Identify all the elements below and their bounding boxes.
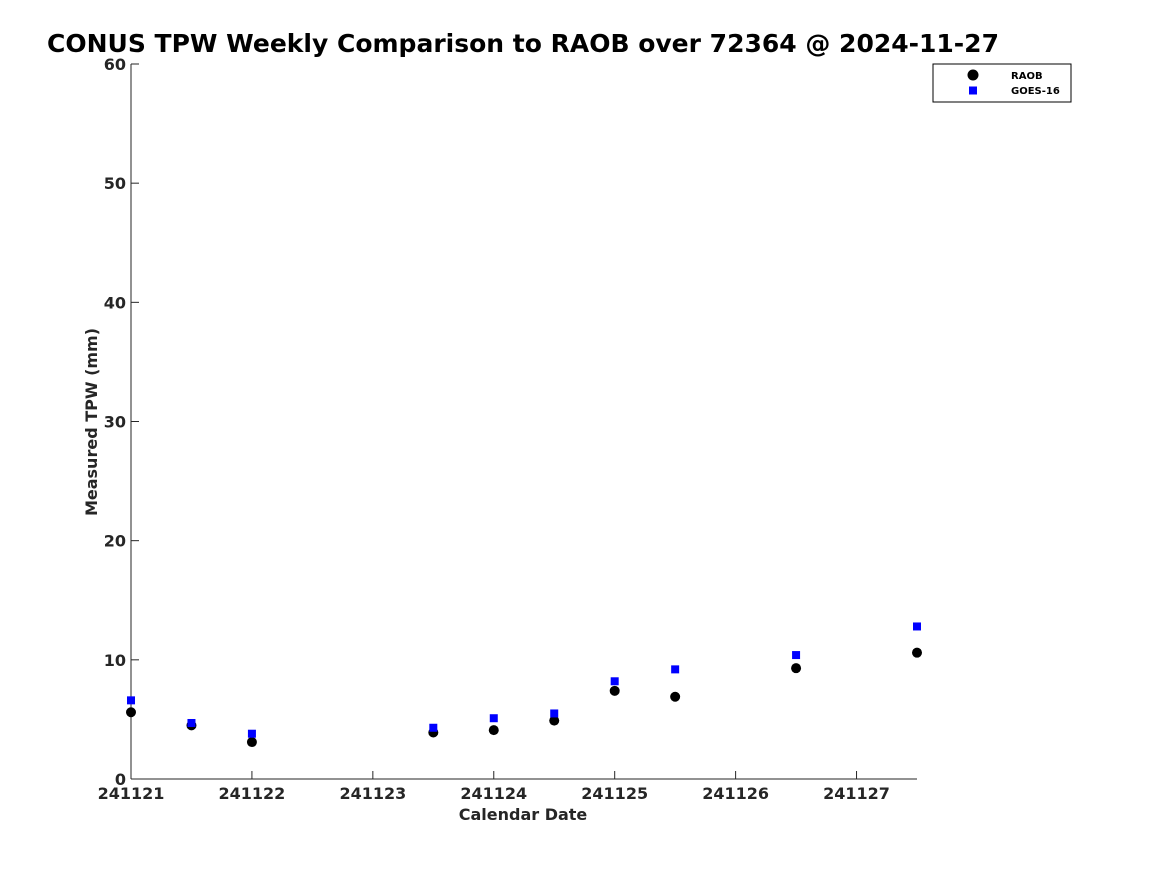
raob-point xyxy=(488,725,499,736)
x-tick-label: 241122 xyxy=(219,784,286,803)
raob-point xyxy=(912,647,922,658)
y-tick-label: 30 xyxy=(104,413,126,432)
legend-raob-label: RAOB xyxy=(1011,71,1043,82)
y-tick-label: 20 xyxy=(104,532,126,551)
x-tick-label: 241126 xyxy=(702,784,769,803)
raob-point xyxy=(126,707,136,718)
legend-box xyxy=(932,63,1072,103)
y-tick-label: 40 xyxy=(104,293,126,312)
raob-point xyxy=(609,685,620,696)
legend-raob-marker xyxy=(967,69,979,81)
goes16-point xyxy=(792,651,801,660)
x-tick-label: 241125 xyxy=(581,784,648,803)
raob-point xyxy=(791,663,802,674)
legend: RAOB GOES-16 xyxy=(932,63,1072,103)
x-tick-label: 241121 xyxy=(98,784,165,803)
goes16-point xyxy=(610,677,619,686)
y-tick-label: 0 xyxy=(115,770,126,789)
goes16-point xyxy=(247,729,256,738)
y-axis-label: Measured TPW (mm) xyxy=(82,328,101,516)
goes16-point xyxy=(913,622,921,631)
y-tick-label: 60 xyxy=(104,55,126,74)
data-marks xyxy=(126,622,922,748)
raob-point xyxy=(549,715,560,726)
x-axis-label: Calendar Date xyxy=(459,805,588,824)
x-tick-label: 241127 xyxy=(823,784,890,803)
legend-goes16-marker xyxy=(969,86,977,95)
y-tick-label: 10 xyxy=(104,651,126,670)
goes16-point xyxy=(489,714,498,723)
y-tick-label: 50 xyxy=(104,174,126,193)
raob-point xyxy=(670,691,681,702)
axes: 0 10 20 30 40 50 60 241121 241122 241123 241124 241… xyxy=(98,55,917,803)
goes16-point xyxy=(127,696,135,705)
raob-point xyxy=(246,737,257,748)
goes16-point xyxy=(671,665,680,674)
goes16-point xyxy=(550,709,559,718)
x-tick-label: 241124 xyxy=(460,784,527,803)
legend-goes16-label: GOES-16 xyxy=(1011,86,1060,97)
goes16-point xyxy=(187,718,196,727)
x-tick-label: 241123 xyxy=(339,784,406,803)
chart-title: CONUS TPW Weekly Comparison to RAOB over… xyxy=(47,29,999,58)
goes16-point xyxy=(429,723,438,732)
